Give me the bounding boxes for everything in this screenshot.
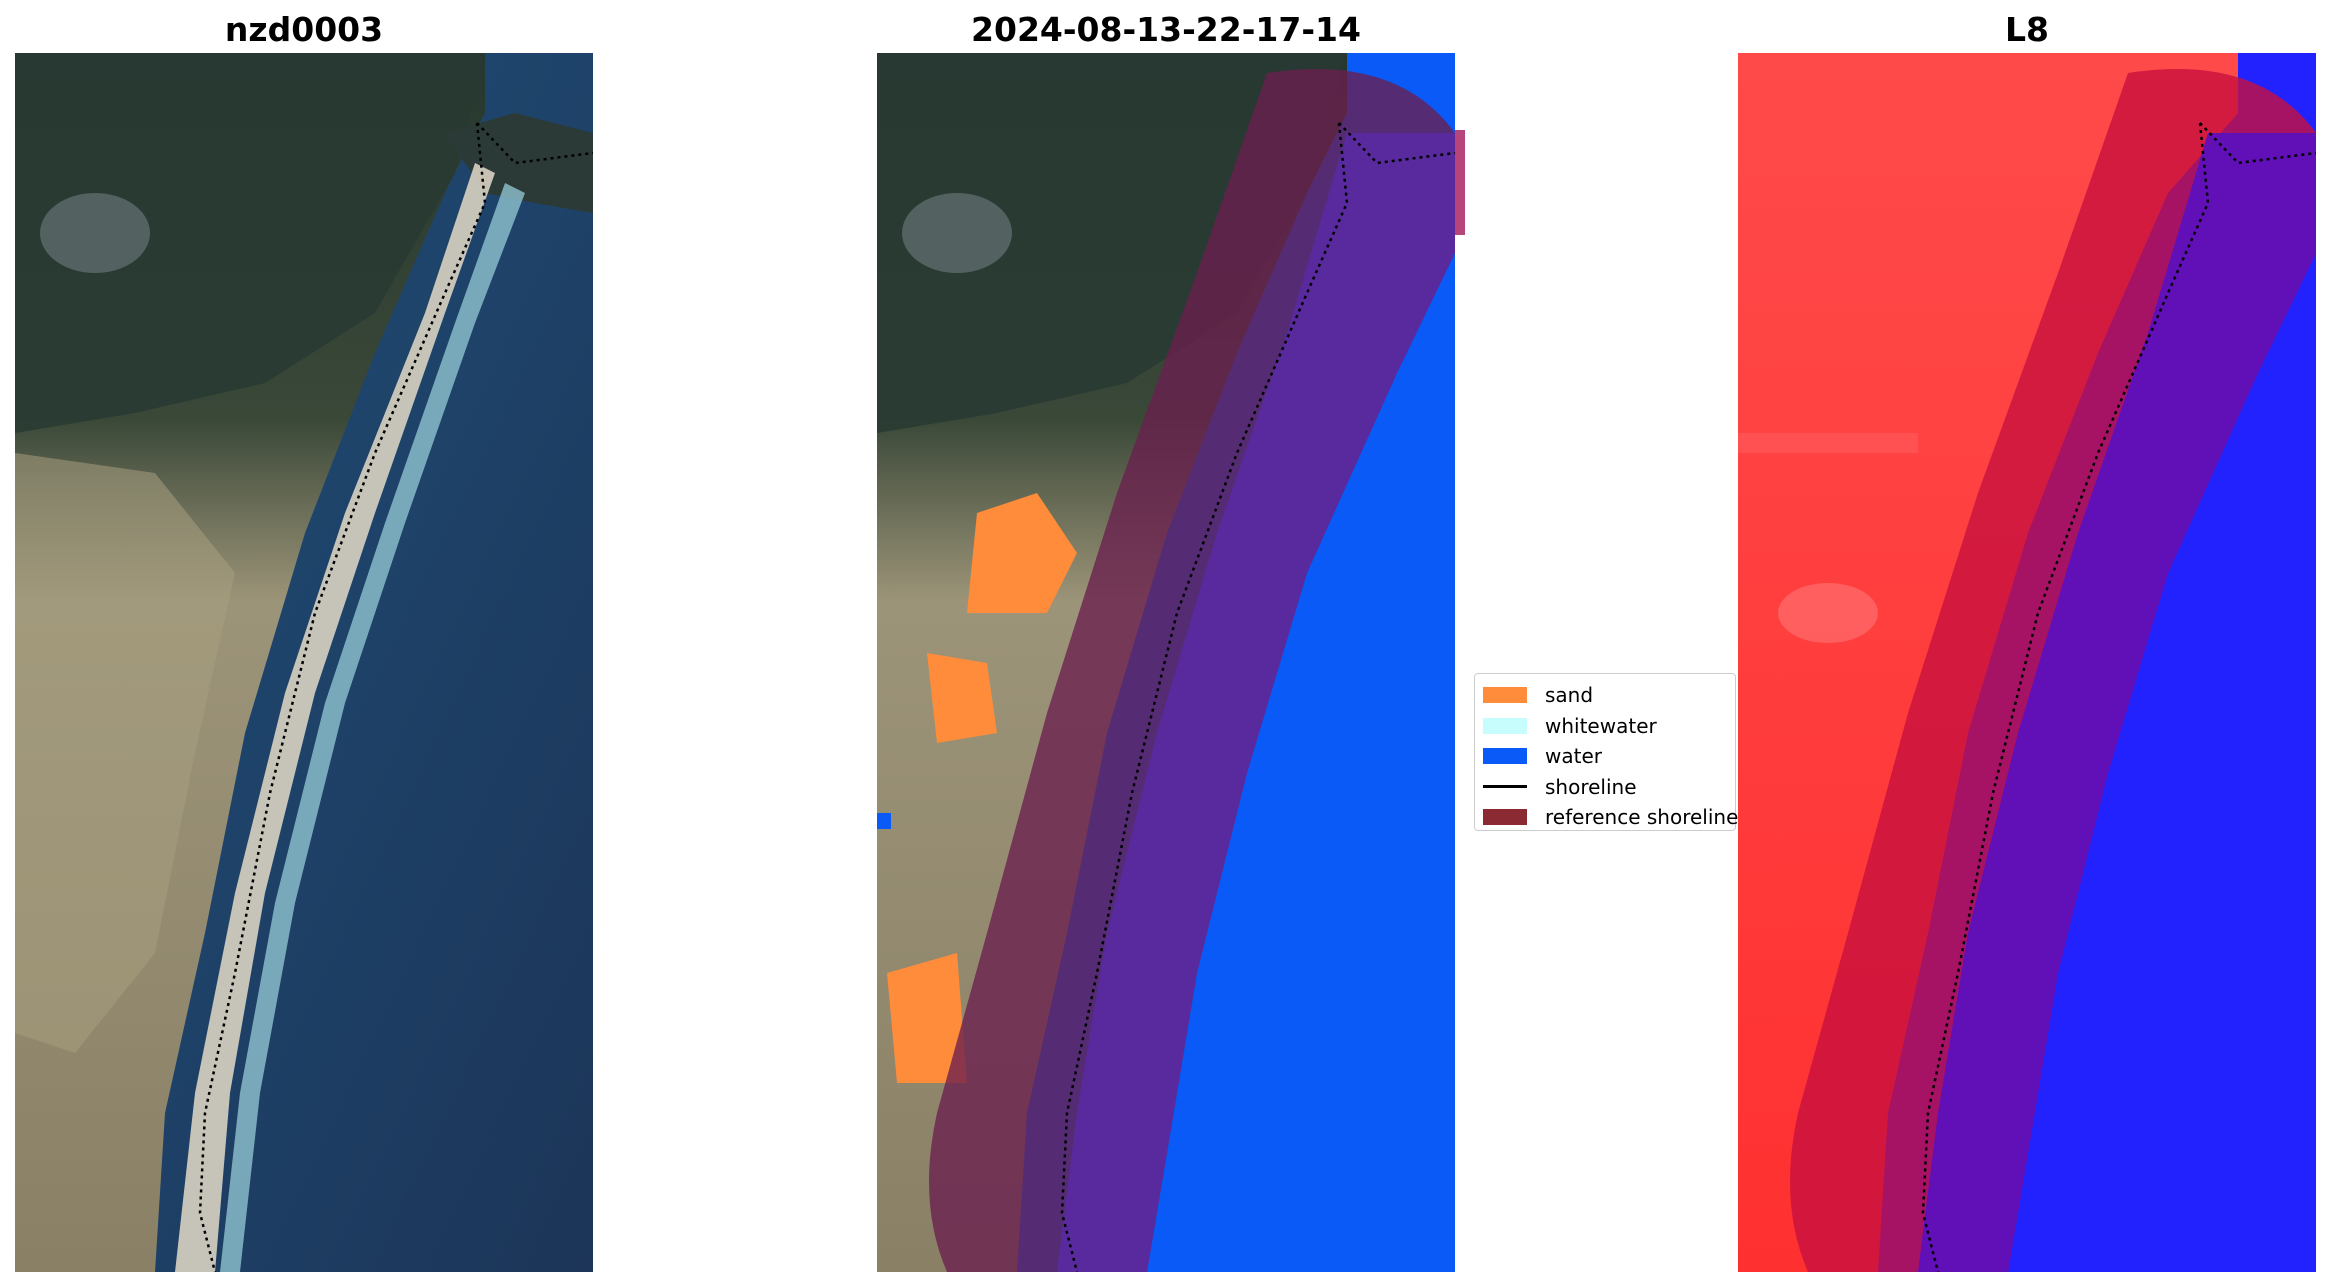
legend-item-shoreline: shoreline	[1483, 772, 1735, 803]
classification-overflow-strip	[1455, 130, 1465, 235]
legend-swatch-sand	[1483, 687, 1527, 704]
legend: sand whitewater water shoreline referenc…	[1474, 673, 1739, 833]
classification-image	[877, 53, 1455, 1272]
legend-swatch-reference-shoreline	[1483, 809, 1527, 826]
index-panel	[1738, 53, 2316, 1272]
legend-label: whitewater	[1545, 713, 1657, 738]
legend-label: water	[1545, 744, 1602, 769]
index-image	[1738, 53, 2316, 1272]
classification-panel	[877, 53, 1455, 1272]
legend-item-reference-shoreline: reference shoreline	[1483, 802, 1739, 833]
legend-swatch-water	[1483, 748, 1527, 765]
legend-swatch-whitewater	[1483, 717, 1527, 734]
rgb-image	[15, 53, 593, 1272]
legend-item-water: water	[1483, 741, 1735, 772]
legend-item-sand: sand	[1483, 680, 1735, 711]
rgb-image-panel	[15, 53, 593, 1272]
legend-item-whitewater: whitewater	[1483, 711, 1735, 742]
legend-label: sand	[1545, 683, 1594, 708]
legend-line-shoreline	[1483, 785, 1527, 789]
legend-label: reference shoreline	[1545, 805, 1739, 830]
panel-title-rgb: nzd0003	[224, 10, 384, 49]
legend-label: shoreline	[1545, 774, 1637, 799]
panel-title-index: L8	[2005, 10, 2049, 49]
panel-title-classified: 2024-08-13-22-17-14	[971, 10, 1361, 49]
